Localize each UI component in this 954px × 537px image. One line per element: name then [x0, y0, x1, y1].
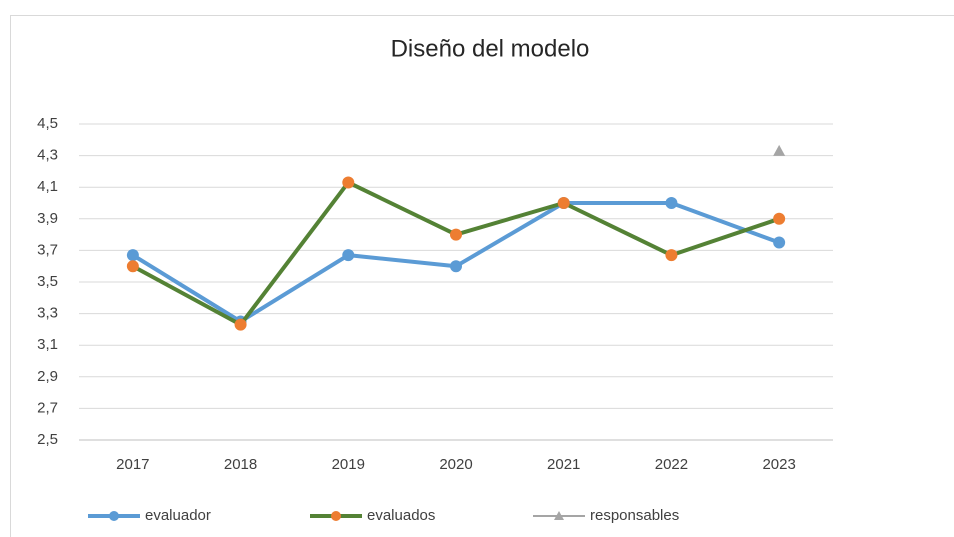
legend-label: evaluados: [367, 507, 435, 524]
data-point: [773, 212, 786, 225]
data-point: [450, 228, 462, 241]
data-point: [665, 197, 678, 209]
y-tick-label: 2,5: [37, 431, 58, 448]
data-point: [342, 176, 355, 189]
data-point: [665, 249, 678, 262]
data-point: [126, 249, 139, 262]
y-tick-label: 3,5: [37, 273, 58, 290]
x-tick-label: 2021: [547, 456, 580, 473]
x-tick-label: 2017: [116, 456, 149, 473]
data-point: [234, 318, 247, 331]
data-point: [557, 197, 570, 209]
chart-title: Diseño del modelo: [391, 35, 590, 62]
legend-marker: [331, 511, 341, 521]
y-tick-label: 3,7: [37, 241, 58, 258]
y-tick-label: 4,3: [37, 147, 58, 164]
x-tick-label: 2022: [655, 456, 688, 473]
x-tick-label: 2018: [224, 456, 257, 473]
y-tick-label: 2,7: [37, 399, 58, 416]
y-tick-label: 4,1: [37, 178, 58, 195]
legend-marker: [109, 511, 119, 521]
y-tick-label: 2,9: [37, 368, 58, 385]
x-tick-label: 2020: [439, 456, 472, 473]
x-tick-label: 2023: [762, 456, 795, 473]
legend-marker: [554, 511, 564, 520]
data-point: [342, 249, 355, 262]
data-point: [773, 144, 786, 156]
data-point: [126, 260, 139, 273]
legend-label: evaluador: [145, 507, 211, 524]
y-tick-label: 3,9: [37, 210, 58, 227]
x-tick-label: 2019: [332, 456, 365, 473]
y-tick-label: 3,3: [37, 305, 58, 322]
data-point: [450, 260, 462, 273]
chart-frame: [10, 15, 954, 537]
y-tick-label: 4,5: [37, 115, 58, 132]
data-point: [773, 236, 786, 249]
y-tick-label: 3,1: [37, 336, 58, 353]
legend-label: responsables: [590, 507, 679, 524]
